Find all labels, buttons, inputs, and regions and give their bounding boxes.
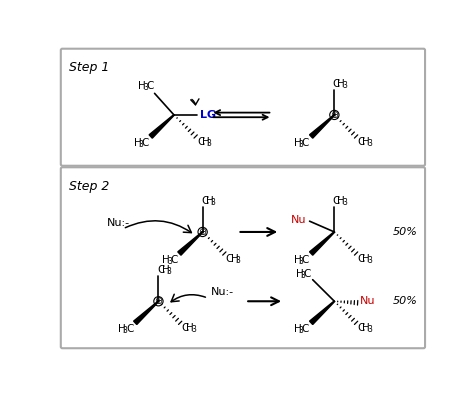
Text: H: H [294, 255, 302, 264]
Text: C: C [170, 255, 177, 264]
Text: H: H [362, 137, 370, 147]
Text: C: C [302, 255, 309, 264]
Text: 3: 3 [191, 325, 196, 334]
Text: 3: 3 [235, 256, 240, 265]
Text: C: C [333, 79, 340, 89]
Text: 3: 3 [166, 268, 171, 277]
Polygon shape [134, 301, 159, 325]
Text: H: H [230, 254, 238, 264]
Polygon shape [310, 301, 335, 325]
Text: H: H [294, 324, 302, 334]
Text: 3: 3 [300, 270, 305, 279]
Text: 50%: 50% [392, 227, 417, 237]
Polygon shape [149, 115, 174, 138]
Text: H: H [362, 254, 370, 264]
Text: 3: 3 [210, 198, 215, 207]
Text: 3: 3 [167, 257, 172, 266]
Text: C: C [302, 324, 309, 334]
Text: 3: 3 [207, 139, 211, 148]
Text: 3: 3 [143, 83, 148, 92]
Polygon shape [310, 115, 335, 138]
FancyArrowPatch shape [191, 99, 199, 105]
Text: 3: 3 [123, 326, 128, 335]
Text: H: H [337, 79, 345, 89]
Text: H: H [186, 323, 194, 333]
Text: C: C [226, 254, 233, 264]
Text: H: H [138, 81, 146, 91]
Text: 3: 3 [299, 140, 304, 149]
Text: C: C [302, 138, 309, 148]
Text: 3: 3 [342, 81, 347, 90]
Text: C: C [357, 137, 365, 147]
Text: Nu: Nu [360, 296, 375, 306]
Text: 3: 3 [367, 139, 372, 148]
Text: Nu:-: Nu:- [107, 218, 130, 228]
Text: 3: 3 [367, 325, 372, 334]
Text: C: C [141, 138, 149, 148]
FancyArrowPatch shape [125, 221, 191, 233]
Text: H: H [337, 196, 345, 206]
Text: C: C [157, 265, 164, 275]
Polygon shape [310, 232, 335, 255]
Text: C: C [201, 196, 209, 206]
Text: H: H [118, 324, 126, 334]
Text: ⊕: ⊕ [199, 227, 207, 237]
Text: C: C [182, 323, 189, 333]
Polygon shape [178, 232, 203, 255]
Text: H: H [134, 138, 141, 148]
Text: Nu: Nu [291, 215, 307, 225]
Text: H: H [162, 255, 170, 264]
Text: H: H [294, 138, 302, 148]
Text: H: H [206, 196, 213, 206]
Text: 50%: 50% [392, 296, 417, 306]
Text: Nu:-: Nu:- [210, 287, 234, 297]
Text: Step 1: Step 1 [69, 61, 109, 74]
Text: 3: 3 [138, 140, 143, 149]
FancyBboxPatch shape [61, 49, 425, 166]
Text: C: C [333, 196, 340, 206]
FancyArrowPatch shape [171, 294, 205, 302]
Text: C: C [357, 254, 365, 264]
Text: ⊕: ⊕ [330, 110, 338, 120]
Text: H: H [362, 323, 370, 333]
Text: C: C [303, 268, 311, 279]
Text: Step 2: Step 2 [69, 180, 109, 193]
Text: C: C [357, 323, 365, 333]
Text: 3: 3 [299, 257, 304, 266]
Text: ⊕: ⊕ [155, 296, 163, 306]
Text: H: H [162, 265, 169, 275]
Text: H: H [296, 268, 303, 279]
Text: 3: 3 [342, 198, 347, 207]
Text: C: C [126, 324, 133, 334]
Text: LG: LG [200, 110, 216, 120]
Text: 3: 3 [299, 326, 304, 335]
Text: 3: 3 [367, 256, 372, 265]
Text: C: C [146, 81, 154, 91]
Text: H: H [202, 137, 210, 147]
FancyBboxPatch shape [61, 167, 425, 348]
Text: C: C [197, 137, 205, 147]
